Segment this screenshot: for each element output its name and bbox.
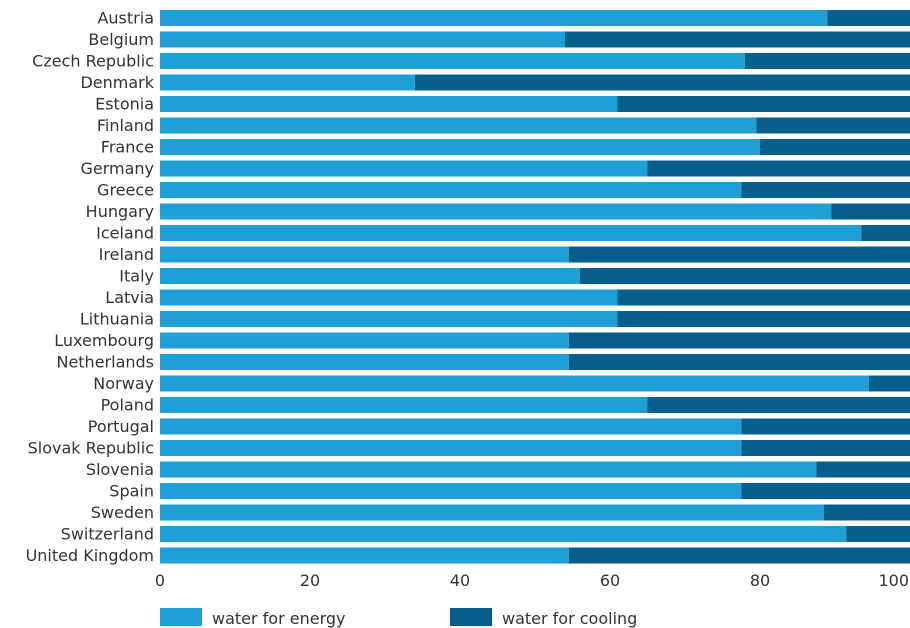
category-label: France: [101, 138, 154, 157]
bar-energy-lithuania: [160, 311, 618, 327]
bar-energy-hungary: [160, 203, 832, 220]
bar-energy-iceland: [160, 225, 862, 241]
bar-energy-sweden: [160, 504, 824, 521]
category-label: Latvia: [105, 288, 154, 307]
category-label: Ireland: [99, 245, 154, 264]
legend-swatch-cooling: [450, 608, 492, 626]
category-label: Slovenia: [86, 460, 154, 479]
category-label: Spain: [109, 482, 154, 501]
x-tick-label: 80: [750, 571, 770, 590]
category-label: Norway: [93, 374, 154, 393]
bar-energy-spain: [160, 483, 742, 499]
category-label: Luxembourg: [54, 331, 154, 350]
bar-energy-france: [160, 139, 760, 155]
bar-cooling-ireland: [568, 246, 910, 263]
category-label: United Kingdom: [26, 546, 154, 565]
bar-cooling-united-kingdom: [568, 547, 910, 564]
bar-cooling-belgium: [565, 31, 910, 48]
x-axis-ticks: 0 20 40 60 80 100: [155, 571, 909, 590]
bar-cooling-france: [760, 139, 910, 155]
bar-energy-italy: [160, 268, 580, 284]
category-label: Greece: [97, 181, 154, 200]
category-labels: Austria Belgium Czech Republic Denmark Eston…: [26, 9, 155, 566]
bar-energy-portugal: [160, 418, 742, 435]
x-tick-label: 40: [450, 571, 470, 590]
bar-energy-latvia: [160, 289, 618, 306]
category-label: Lithuania: [80, 310, 154, 329]
category-label: Austria: [97, 9, 154, 28]
category-label: Sweden: [91, 503, 154, 522]
x-tick-label: 60: [600, 571, 620, 590]
category-label: Switzerland: [61, 525, 154, 544]
bar-cooling-czech-republic: [745, 53, 910, 69]
category-label: Czech Republic: [32, 52, 154, 71]
legend-label-cooling: water for cooling: [502, 609, 637, 628]
bar-energy-greece: [160, 182, 742, 198]
bar-energy-finland: [160, 117, 757, 134]
category-label: Iceland: [96, 224, 154, 243]
bar-energy-norway: [160, 375, 869, 392]
bar-cooling-greece: [741, 182, 910, 198]
bar-energy-luxembourg: [160, 332, 569, 349]
category-label: Slovak Republic: [28, 439, 154, 458]
bar-energy-denmark: [160, 74, 415, 91]
bar-cooling-slovenia: [816, 461, 910, 478]
bar-energy-united-kingdom: [160, 547, 569, 564]
category-label: Finland: [97, 116, 154, 135]
bar-cooling-netherlands: [568, 354, 910, 370]
category-label: Portugal: [88, 417, 154, 436]
bar-cooling-poland: [647, 397, 910, 413]
bar-energy-slovenia: [160, 461, 817, 478]
bar-cooling-lithuania: [617, 311, 910, 327]
bar-cooling-iceland: [861, 225, 910, 241]
legend-swatch-energy: [160, 608, 202, 626]
bar-cooling-estonia: [617, 96, 910, 112]
bar-energy-netherlands: [160, 354, 569, 370]
bar-cooling-denmark: [415, 74, 910, 91]
bar-energy-ireland: [160, 246, 569, 263]
bar-cooling-luxembourg: [568, 332, 910, 349]
bar-energy-belgium: [160, 31, 565, 48]
category-label: Hungary: [86, 202, 154, 221]
x-tick-label: 20: [300, 571, 320, 590]
category-label: Netherlands: [56, 353, 154, 372]
bar-energy-estonia: [160, 96, 618, 112]
category-label: Denmark: [80, 73, 154, 92]
bars-group: [160, 10, 910, 564]
category-label: Germany: [80, 159, 154, 178]
legend-label-energy: water for energy: [212, 609, 346, 628]
bar-cooling-austria: [827, 10, 910, 26]
bar-energy-slovak-republic: [160, 440, 742, 456]
bar-cooling-italy: [580, 268, 910, 284]
category-label: Poland: [101, 396, 154, 415]
bar-cooling-norway: [868, 375, 910, 392]
bar-cooling-sweden: [823, 504, 910, 521]
bar-energy-czech-republic: [160, 53, 745, 69]
bar-cooling-finland: [756, 117, 910, 134]
bar-cooling-latvia: [617, 289, 910, 306]
bar-cooling-slovak-republic: [741, 440, 910, 456]
bar-energy-poland: [160, 397, 648, 413]
x-tick-label: 100: [878, 571, 909, 590]
bar-cooling-portugal: [741, 418, 910, 435]
category-label: Italy: [119, 267, 154, 286]
legend: water for energy water for cooling: [160, 608, 637, 628]
bar-energy-switzerland: [160, 526, 847, 542]
bar-cooling-germany: [647, 160, 910, 177]
bar-energy-germany: [160, 160, 648, 177]
category-label: Belgium: [88, 30, 154, 49]
bar-cooling-hungary: [831, 203, 910, 220]
category-label: Estonia: [95, 95, 154, 114]
bar-energy-austria: [160, 10, 828, 26]
bar-cooling-switzerland: [846, 526, 910, 542]
x-tick-label: 0: [155, 571, 165, 590]
bar-cooling-spain: [741, 483, 910, 499]
